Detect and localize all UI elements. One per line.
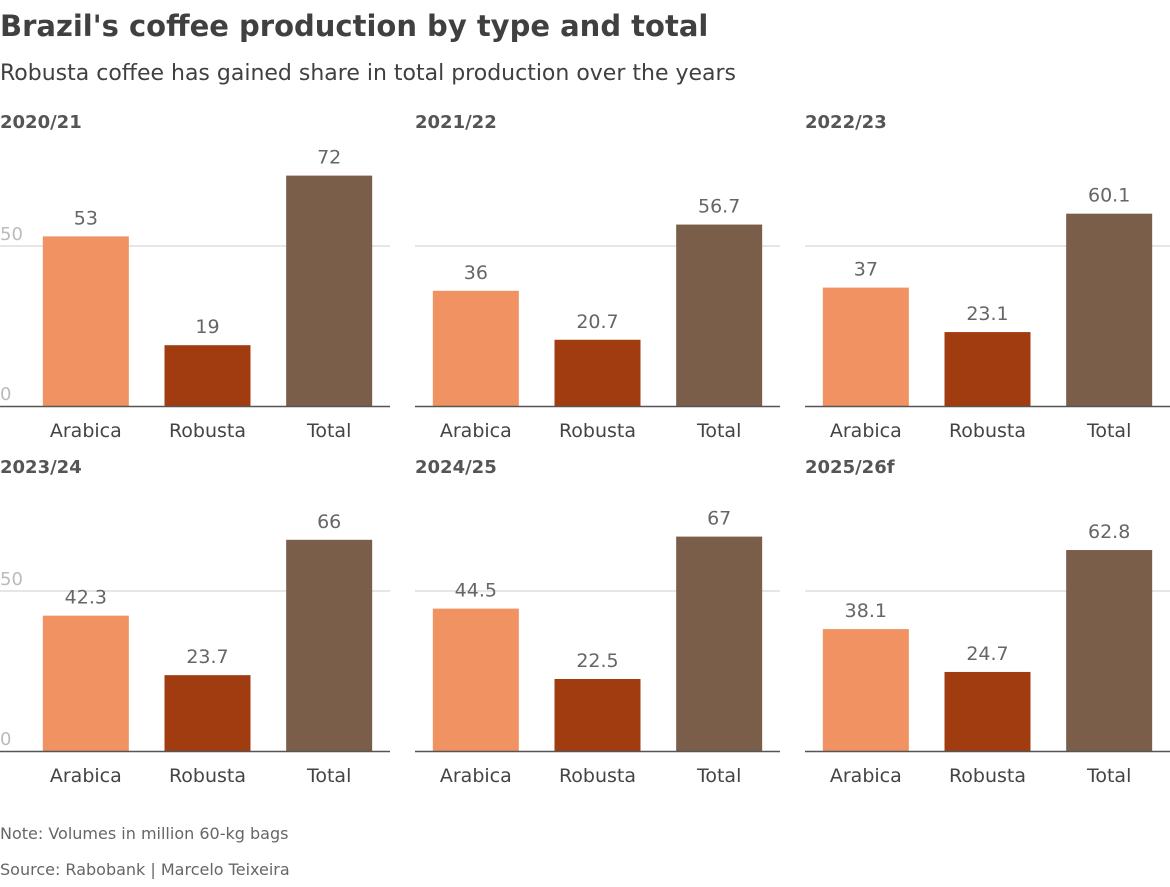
x-tick-label: Robusta — [559, 420, 636, 442]
bar-arabica — [432, 608, 519, 751]
data-label: 36 — [464, 262, 488, 284]
x-tick-label: Robusta — [949, 765, 1026, 787]
panel-title: 2025/26f — [805, 457, 895, 478]
x-tick-label: Total — [1086, 420, 1131, 442]
bar-total — [676, 224, 763, 406]
x-tick-label: Arabica — [830, 420, 902, 442]
data-label: 60.1 — [1088, 185, 1130, 207]
data-label: 22.5 — [576, 650, 618, 672]
bar-total — [676, 536, 763, 751]
bar-total — [1066, 213, 1153, 406]
x-tick-label: Arabica — [50, 420, 122, 442]
panel-title: 2022/23 — [805, 112, 887, 133]
bar-robusta — [554, 679, 641, 751]
bar-arabica — [822, 287, 909, 406]
chart-title: Brazil's coffee production by type and t… — [0, 9, 708, 43]
bar-total — [1066, 550, 1153, 751]
bar-robusta — [554, 339, 641, 406]
note: Note: Volumes in million 60-kg bags — [0, 824, 288, 843]
data-label: 38.1 — [845, 600, 887, 622]
x-tick-label: Total — [306, 765, 351, 787]
data-label: 62.8 — [1088, 521, 1130, 543]
bar-arabica — [42, 615, 129, 751]
bar-robusta — [944, 671, 1031, 751]
data-label: 23.1 — [966, 303, 1008, 325]
x-tick-label: Arabica — [440, 765, 512, 787]
data-label: 20.7 — [576, 311, 618, 333]
bar-arabica — [822, 629, 909, 751]
data-label: 66 — [317, 511, 341, 533]
panel-title: 2024/25 — [415, 457, 497, 478]
x-tick-label: Robusta — [949, 420, 1026, 442]
data-label: 44.5 — [455, 580, 497, 602]
data-label: 19 — [195, 316, 219, 338]
y-tick-label: 50 — [0, 224, 23, 245]
x-tick-label: Arabica — [440, 420, 512, 442]
data-label: 24.7 — [966, 643, 1008, 665]
x-tick-label: Arabica — [830, 765, 902, 787]
data-label: 56.7 — [698, 196, 740, 218]
data-label: 23.7 — [186, 646, 228, 668]
panel-title: 2020/21 — [0, 112, 82, 133]
x-tick-label: Robusta — [169, 765, 246, 787]
y-tick-label: 0 — [0, 384, 11, 405]
y-tick-label: 50 — [0, 569, 23, 590]
data-label: 67 — [707, 508, 731, 530]
y-tick-label: 0 — [0, 729, 11, 750]
data-label: 72 — [317, 147, 341, 169]
bar-total — [286, 539, 373, 751]
bar-robusta — [164, 345, 251, 406]
chart-subtitle: Robusta coffee has gained share in total… — [0, 61, 736, 86]
bar-robusta — [944, 332, 1031, 406]
bar-arabica — [432, 290, 519, 406]
bar-total — [286, 175, 373, 406]
x-tick-label: Robusta — [559, 765, 636, 787]
x-tick-label: Total — [1086, 765, 1131, 787]
data-label: 42.3 — [65, 587, 107, 609]
x-tick-label: Arabica — [50, 765, 122, 787]
data-label: 53 — [74, 207, 98, 229]
source: Source: Rabobank | Marcelo Teixeira — [0, 860, 290, 879]
x-tick-label: Robusta — [169, 420, 246, 442]
bar-arabica — [42, 236, 129, 406]
x-tick-label: Total — [306, 420, 351, 442]
bar-robusta — [164, 675, 251, 751]
x-tick-label: Total — [696, 765, 741, 787]
panel-title: 2023/24 — [0, 457, 82, 478]
panel-title: 2021/22 — [415, 112, 497, 133]
x-tick-label: Total — [696, 420, 741, 442]
data-label: 37 — [854, 259, 878, 281]
